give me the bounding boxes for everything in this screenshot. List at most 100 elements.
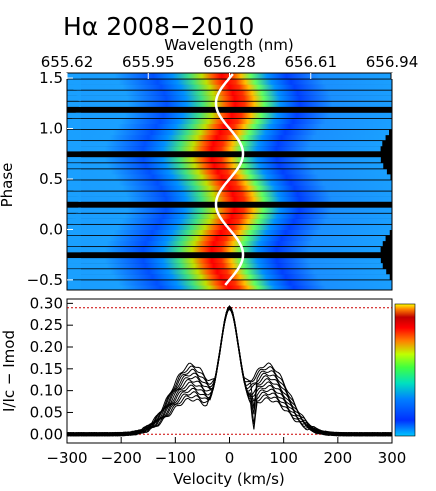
spectrum-row <box>72 218 392 224</box>
phase-tick-label: −0.5 <box>27 271 63 289</box>
velocity-tick-label: −300 <box>46 449 87 467</box>
spectrum-row-edge <box>67 218 81 224</box>
profile-line <box>67 306 392 437</box>
spectrum-row-edge <box>67 229 81 236</box>
phase-tick-label: 0.5 <box>39 170 63 188</box>
spectrum-row-edge <box>67 112 81 118</box>
spectrum-row <box>67 169 387 175</box>
intensity-tick-label: 0.05 <box>30 403 63 421</box>
spectrum-row <box>67 263 383 269</box>
spectrum-row <box>67 141 383 147</box>
spectrum-row <box>67 240 383 247</box>
phase-tick-label: 1.5 <box>39 69 63 87</box>
spectrum-row <box>69 280 392 286</box>
phase-tick-label: 0.0 <box>39 220 63 238</box>
spectrum-row <box>68 224 392 231</box>
spectrum-row-edge <box>67 207 81 213</box>
velocity-tick-label: −100 <box>155 449 196 467</box>
spectrum-row <box>76 90 392 96</box>
phase-axis-label: Phase <box>0 163 16 208</box>
spectrum-row-edge <box>67 79 81 85</box>
spectrum-row-edge <box>67 101 81 107</box>
velocity-tick-label: 300 <box>378 449 407 467</box>
spectrum-row-edge <box>67 196 81 202</box>
spectrum-row <box>73 84 392 90</box>
phase-tick-label: 1.0 <box>39 120 63 138</box>
spectrum-row <box>67 229 390 236</box>
spectrum-row <box>76 191 392 197</box>
profile-frame <box>66 298 393 444</box>
velocity-axis-label: Velocity (km/s) <box>173 470 284 488</box>
spectrum-row-edge <box>67 269 81 275</box>
velocity-tick-label: −200 <box>101 449 142 467</box>
wavelength-tick-label: 655.62 <box>41 53 94 71</box>
spectrum-row-edge <box>67 174 81 180</box>
intensity-axis-label: I/Ic − Imod <box>0 330 18 412</box>
spectrum-row-edge <box>67 169 81 175</box>
profile-line <box>67 308 392 437</box>
spectrum-row-edge <box>67 141 81 147</box>
spectrum-row-edge <box>67 285 81 290</box>
spectrum-row <box>67 146 381 152</box>
dynamic-spectrum-panel: 655.62 655.95 656.28 656.61 656.94 −0.5 0.0 0.… <box>0 36 418 291</box>
spectrum-row-edge <box>67 146 81 152</box>
chart-title: Hα 2008−2010 <box>63 12 254 41</box>
spectrum-row <box>67 157 381 163</box>
intensity-tick-label: 0.20 <box>30 338 63 356</box>
spectrum-row-edge <box>67 90 81 96</box>
spectrum-row <box>78 196 392 202</box>
spectrum-row <box>78 95 392 101</box>
spectrum-row <box>78 101 392 107</box>
spectrum-row-edge <box>67 263 81 269</box>
spectrum-row-edge <box>67 118 81 125</box>
intensity-tick-label: 0.00 <box>30 425 63 443</box>
spectrum-row-edge <box>67 84 81 90</box>
spectrum-row-edge <box>67 129 81 136</box>
spectrum-row <box>67 163 384 169</box>
spectrum-row <box>67 174 391 180</box>
spectrum-row-edge <box>67 95 81 101</box>
spectrum-row <box>72 118 392 125</box>
spectrum-row-edge <box>67 235 81 242</box>
spectrum-row-edge <box>67 157 81 163</box>
spectrum-row-edge <box>67 247 81 253</box>
spectrum-row-edge <box>67 280 81 286</box>
spectrum-row-edge <box>67 134 81 141</box>
spectrum-row <box>67 258 381 264</box>
spectrum-row <box>72 285 392 290</box>
spectrum-row-edge <box>67 163 81 169</box>
wavelength-axis-label: Wavelength (nm) <box>164 36 294 54</box>
spectrum-row <box>75 112 392 118</box>
wavelength-tick-label: 656.61 <box>285 53 338 71</box>
wavelength-tick-label: 656.28 <box>203 53 256 71</box>
spectrum-row-edge <box>67 274 81 280</box>
spectrum-row <box>75 213 392 219</box>
wavelength-tick-label: 655.95 <box>122 53 175 71</box>
residual-profile-panel: −300 −200 −100 0 100 200 300 0.00 0.05 0.10 0.15 0… <box>0 294 406 488</box>
spectrum-row <box>69 79 392 85</box>
spectrum-row <box>67 235 386 242</box>
intensity-tick-label: 0.10 <box>30 382 63 400</box>
spectrum-row <box>67 274 390 280</box>
spectrum-row <box>73 185 392 191</box>
velocity-tick-label: 0 <box>225 449 235 467</box>
spectrum-row <box>67 73 391 79</box>
spectrum-row-edge <box>67 73 81 79</box>
velocity-tick-label: 100 <box>269 449 298 467</box>
overlay-curve <box>214 73 245 286</box>
intensity-tick-label: 0.25 <box>30 316 63 334</box>
spectrum-row <box>67 247 381 253</box>
spectrum-row <box>69 180 392 186</box>
spectrum-row-edge <box>67 258 81 264</box>
spectrum-row <box>68 123 392 130</box>
spectrum-row <box>67 129 390 136</box>
spectrum-row <box>78 207 392 213</box>
velocity-tick-label: 200 <box>324 449 353 467</box>
intensity-tick-label: 0.30 <box>30 294 63 312</box>
spectrum-row-edge <box>67 123 81 130</box>
colorbar <box>394 303 416 437</box>
intensity-tick-label: 0.15 <box>30 360 63 378</box>
spectrum-row-edge <box>67 224 81 231</box>
spectrum-row <box>67 134 386 141</box>
